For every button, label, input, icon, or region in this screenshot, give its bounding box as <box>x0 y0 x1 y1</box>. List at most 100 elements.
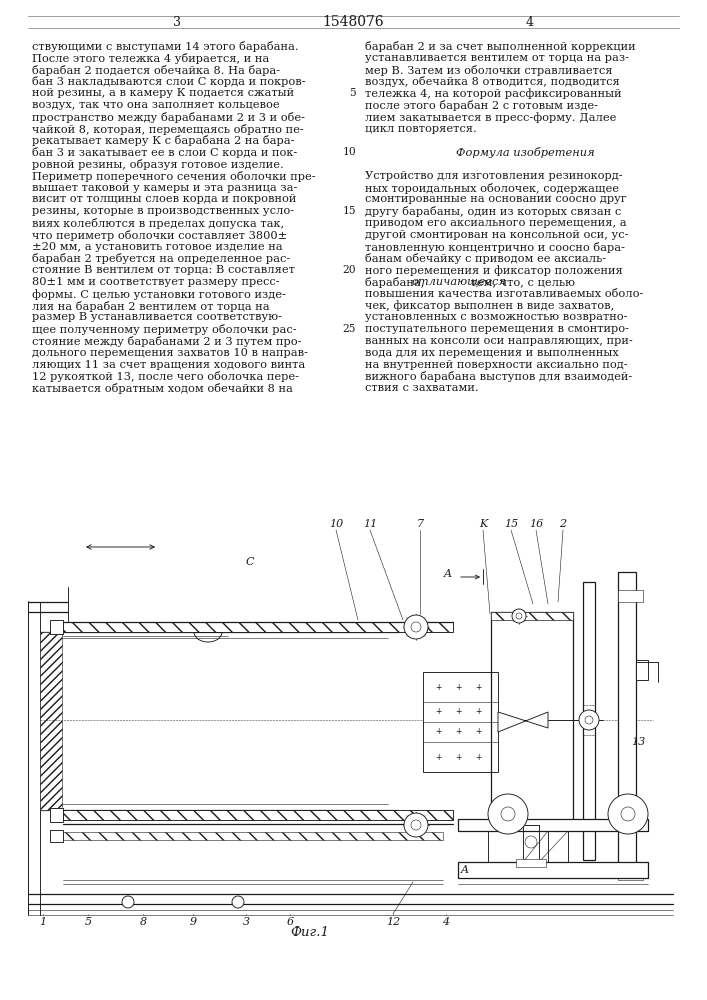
Text: воздух, обечайка 8 отводится, подводится: воздух, обечайка 8 отводится, подводится <box>365 76 620 87</box>
Text: +: + <box>455 752 461 762</box>
Text: барабан 2 требуется на определенное рас-: барабан 2 требуется на определенное рас- <box>32 253 291 264</box>
Text: дольного перемещения захватов 10 в направ-: дольного перемещения захватов 10 в напра… <box>32 348 308 358</box>
Text: поступательного перемещения в смонтиро-: поступательного перемещения в смонтиро- <box>365 324 629 334</box>
Text: +: + <box>475 728 481 736</box>
Text: отличающееся: отличающееся <box>411 277 506 287</box>
Text: +: + <box>455 682 461 692</box>
Text: 1: 1 <box>40 917 47 927</box>
Text: 2: 2 <box>559 519 566 529</box>
Bar <box>50 620 63 634</box>
Text: Формула изобретения: Формула изобретения <box>456 147 595 158</box>
Text: ной резины, а в камеру К подается сжатый: ной резины, а в камеру К подается сжатый <box>32 88 294 98</box>
Text: банам обечайку с приводом ее аксиаль-: банам обечайку с приводом ее аксиаль- <box>365 253 606 264</box>
Text: катывается обратным ходом обечайки 8 на: катывается обратным ходом обечайки 8 на <box>32 383 293 394</box>
Text: 25: 25 <box>342 324 356 334</box>
Text: что периметр оболочки составляет 3800±: что периметр оболочки составляет 3800± <box>32 230 287 241</box>
Text: 20: 20 <box>342 265 356 275</box>
Text: +: + <box>435 682 441 692</box>
Text: лием закатывается в пресс-форму. Далее: лием закатывается в пресс-форму. Далее <box>365 112 617 123</box>
Text: ±20 мм, а установить готовое изделие на: ±20 мм, а установить готовое изделие на <box>32 242 283 252</box>
Text: висит от толщины слоев корда и покровной: висит от толщины слоев корда и покровной <box>32 194 296 204</box>
Bar <box>636 660 648 680</box>
Bar <box>583 582 595 860</box>
Text: пространство между барабанами 2 и 3 и обе-: пространство между барабанами 2 и 3 и об… <box>32 112 305 123</box>
Text: 1548076: 1548076 <box>322 15 384 29</box>
Text: +: + <box>455 708 461 716</box>
Text: Устройство для изготовления резинокорд-: Устройство для изготовления резинокорд- <box>365 171 623 181</box>
Text: +: + <box>475 708 481 716</box>
Text: мер В. Затем из оболочки стравливается: мер В. Затем из оболочки стравливается <box>365 65 612 76</box>
Text: другой смонтирован на консольной оси, ус-: другой смонтирован на консольной оси, ус… <box>365 230 629 240</box>
Text: Фиг.1: Фиг.1 <box>291 926 329 938</box>
Bar <box>618 590 643 602</box>
Circle shape <box>516 613 522 619</box>
Text: +: + <box>435 752 441 762</box>
Text: барабана,: барабана, <box>365 277 428 288</box>
Text: размер В устанавливается соответствую-: размер В устанавливается соответствую- <box>32 312 282 322</box>
Text: +: + <box>475 752 481 762</box>
Text: другу барабаны, один из которых связан с: другу барабаны, один из которых связан с <box>365 206 621 217</box>
Text: K: K <box>479 519 487 529</box>
Text: +: + <box>435 708 441 716</box>
Text: 3: 3 <box>243 917 250 927</box>
Text: 11: 11 <box>363 519 377 529</box>
Text: бан 3 накладываются слои С корда и покров-: бан 3 накладываются слои С корда и покро… <box>32 76 305 87</box>
Bar <box>618 572 636 870</box>
Text: на внутренней поверхности аксиально под-: на внутренней поверхности аксиально под- <box>365 360 628 370</box>
Text: A: A <box>444 569 452 579</box>
Circle shape <box>608 794 648 834</box>
Circle shape <box>501 807 515 821</box>
Bar <box>50 830 63 842</box>
Text: резины, которые в производственных усло-: резины, которые в производственных усло- <box>32 206 294 216</box>
Text: тем, что, с целью: тем, что, с целью <box>467 277 575 287</box>
Bar <box>40 632 62 810</box>
Text: 8: 8 <box>139 917 146 927</box>
Text: +: + <box>455 728 461 736</box>
Bar <box>63 832 443 840</box>
Text: барабан 2 подается обечайка 8. На бара-: барабан 2 подается обечайка 8. На бара- <box>32 65 280 76</box>
Text: 16: 16 <box>529 519 543 529</box>
Circle shape <box>404 813 428 837</box>
Bar <box>63 622 453 632</box>
Text: 12: 12 <box>386 917 400 927</box>
Circle shape <box>512 609 526 623</box>
Bar <box>516 859 546 867</box>
Text: 10: 10 <box>329 519 343 529</box>
Circle shape <box>621 807 635 821</box>
Polygon shape <box>498 712 548 732</box>
Text: бан 3 и закатывает ее в слои С корда и пок-: бан 3 и закатывает ее в слои С корда и п… <box>32 147 297 158</box>
Bar <box>491 612 573 620</box>
Circle shape <box>525 836 537 848</box>
Circle shape <box>232 896 244 908</box>
Text: ствующими с выступами 14 этого барабана.: ствующими с выступами 14 этого барабана. <box>32 41 298 52</box>
Text: цикл повторяется.: цикл повторяется. <box>365 124 477 134</box>
Text: щее полученному периметру оболочки рас-: щее полученному периметру оболочки рас- <box>32 324 297 335</box>
Text: тановленную концентрично и соосно бара-: тановленную концентрично и соосно бара- <box>365 242 625 253</box>
Circle shape <box>404 615 428 639</box>
Text: рекатывает камеру К с барабана 2 на бара-: рекатывает камеру К с барабана 2 на бара… <box>32 135 295 146</box>
Text: C: C <box>246 557 255 567</box>
Text: 80±1 мм и соответствует размеру пресс-: 80±1 мм и соответствует размеру пресс- <box>32 277 280 287</box>
Text: устанавливается вентилем от торца на раз-: устанавливается вентилем от торца на раз… <box>365 53 629 63</box>
Text: 7: 7 <box>416 519 423 529</box>
Text: вода для их перемещения и выполненных: вода для их перемещения и выполненных <box>365 348 619 358</box>
Text: виях колеблются в пределах допуска так,: виях колеблются в пределах допуска так, <box>32 218 284 229</box>
Text: вижного барабана выступов для взаимодей-: вижного барабана выступов для взаимодей- <box>365 371 632 382</box>
Bar <box>458 819 648 831</box>
Circle shape <box>488 794 528 834</box>
Text: формы. С целью установки готового изде-: формы. С целью установки готового изде- <box>32 289 286 300</box>
Bar <box>50 808 63 822</box>
Text: 9: 9 <box>189 917 197 927</box>
Text: 4: 4 <box>526 15 534 28</box>
Text: 12 рукояткой 13, после чего оболочка пере-: 12 рукояткой 13, после чего оболочка пер… <box>32 371 299 382</box>
Text: 15: 15 <box>342 206 356 216</box>
Text: 5: 5 <box>349 88 356 98</box>
Text: после этого барабан 2 с готовым изде-: после этого барабан 2 с готовым изде- <box>365 100 598 111</box>
Text: 6: 6 <box>286 917 293 927</box>
Circle shape <box>585 716 593 724</box>
Text: Периметр поперечного сечения оболочки пре-: Периметр поперечного сечения оболочки пр… <box>32 171 315 182</box>
Text: тележка 4, на которой расфиксированный: тележка 4, на которой расфиксированный <box>365 88 621 99</box>
Bar <box>618 868 643 880</box>
Bar <box>458 862 648 878</box>
Text: 5: 5 <box>84 917 92 927</box>
